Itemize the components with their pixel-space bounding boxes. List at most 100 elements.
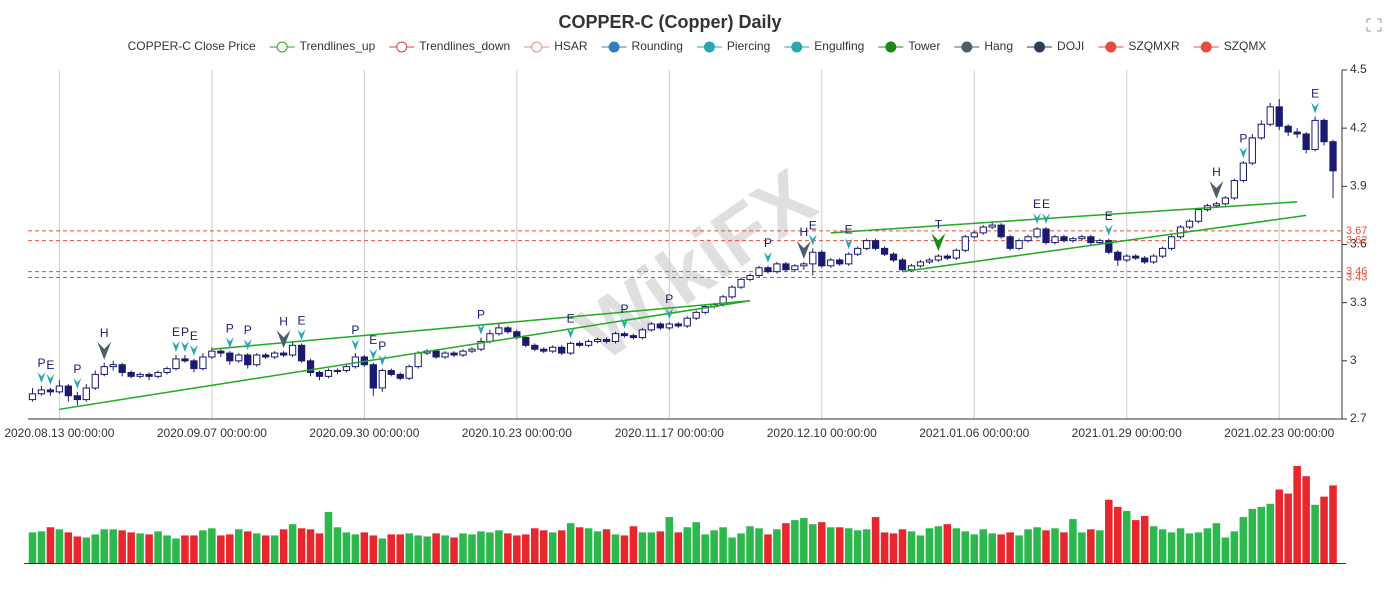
candle-body [1051,236,1059,244]
volume-bar [773,529,781,563]
volume-bar [154,531,162,563]
restore-icon[interactable] [1366,18,1382,32]
pattern-marker [37,372,46,384]
x-tick-label: 2020.09.30 00:00:00 [309,426,419,440]
candle-body [871,240,880,249]
legend-item[interactable]: Rounding [601,39,683,53]
volume-bar [1176,528,1185,563]
candle-body [898,259,907,271]
volume-bar [396,534,404,563]
candle-body [1266,106,1274,125]
candle-body [1015,240,1023,249]
legend-item[interactable]: Hang [954,39,1013,53]
pattern-label: H [1212,165,1221,179]
pattern-label: E [1105,209,1113,223]
volume-bar [1149,526,1158,563]
legend-label: Trendlines_up [300,39,376,53]
pattern-marker [73,377,82,389]
legend-item[interactable]: DOJI [1027,39,1084,53]
candle-body [459,350,467,356]
volume-bar [1051,528,1059,563]
pattern-label: E [46,358,54,372]
volume-bar [477,531,485,563]
legend-item[interactable]: SZQMX [1193,39,1267,53]
volume-bar [943,524,952,563]
legend-item[interactable]: Trendlines_up [269,39,376,53]
volume-bar [548,532,557,563]
volume-bar [82,537,91,563]
candle-body [1087,236,1095,244]
volume-bar [172,538,180,563]
candle-body [970,232,978,238]
candle-body [1132,255,1140,259]
candle-body [199,356,207,370]
volume-bar [629,526,638,563]
legend-label: Trendlines_down [419,39,510,53]
candle-body [450,352,458,356]
legend-label: COPPER-C Close Price [128,39,256,53]
volume-bar [737,533,745,563]
volume-bar [584,528,593,563]
volume-bar [1078,532,1086,563]
y-tick-label: 3.3 [1350,295,1367,309]
candle-body [862,240,871,249]
legend-item[interactable]: Engulfing [784,39,864,53]
candle-body [324,370,333,377]
candle-body [602,339,611,342]
volume-bar [486,532,494,563]
candle-body [468,348,476,352]
volume-bar [100,529,109,563]
volume-bar [898,529,907,563]
pattern-marker [844,238,853,250]
legend-item[interactable]: Trendlines_down [389,39,510,53]
candle-body [943,255,951,259]
candle-body [1212,203,1221,207]
candle-body [1158,247,1167,257]
volume-bar [306,529,315,563]
pattern-label: H [100,326,109,340]
volume-bar [880,532,889,563]
volume-bar [64,532,73,563]
volume-bar [468,534,476,563]
pattern-marker [297,329,306,341]
candle-body [55,385,64,393]
candle-body [809,251,817,265]
x-tick-label: 2020.08.13 00:00:00 [4,426,114,440]
volume-bar [1015,535,1023,563]
volume-bar [495,530,503,563]
candle-body [692,311,700,319]
volume-bar [818,522,826,563]
candle-body [593,339,602,342]
pattern-label: P [37,356,45,370]
pattern-label: E [1311,87,1319,101]
candle-body [181,358,189,362]
candle-body [1006,236,1014,249]
volume-bar [1329,485,1337,563]
candle-body [558,346,566,354]
candle-body [288,344,297,356]
candle-body [1123,255,1131,261]
legend-item[interactable]: Tower [878,39,940,53]
legend-label: SZQMXR [1128,39,1180,53]
volume-bar [575,527,584,563]
candle-body [315,371,324,377]
volume-bar [539,530,548,563]
volume-bar [181,535,189,563]
candle-body [701,306,709,313]
legend-label: Engulfing [814,39,864,53]
volume-bar [288,524,297,563]
trendline [902,214,1307,273]
legend-item[interactable]: HSAR [524,39,588,53]
volume-bar [315,533,324,563]
volume-bar [217,535,225,563]
legend-item[interactable]: Piercing [696,39,770,53]
y-tick-label: 4.2 [1350,120,1367,134]
volume-bar [46,527,55,563]
legend-item[interactable]: COPPER-C Close Price [128,39,256,53]
legend-item[interactable]: SZQMXR [1098,39,1180,53]
candle-body [1329,141,1337,172]
toolbox-icon[interactable] [1366,18,1382,32]
pattern-marker [97,341,112,360]
candle-body [916,261,925,267]
candle-body [1078,236,1086,240]
